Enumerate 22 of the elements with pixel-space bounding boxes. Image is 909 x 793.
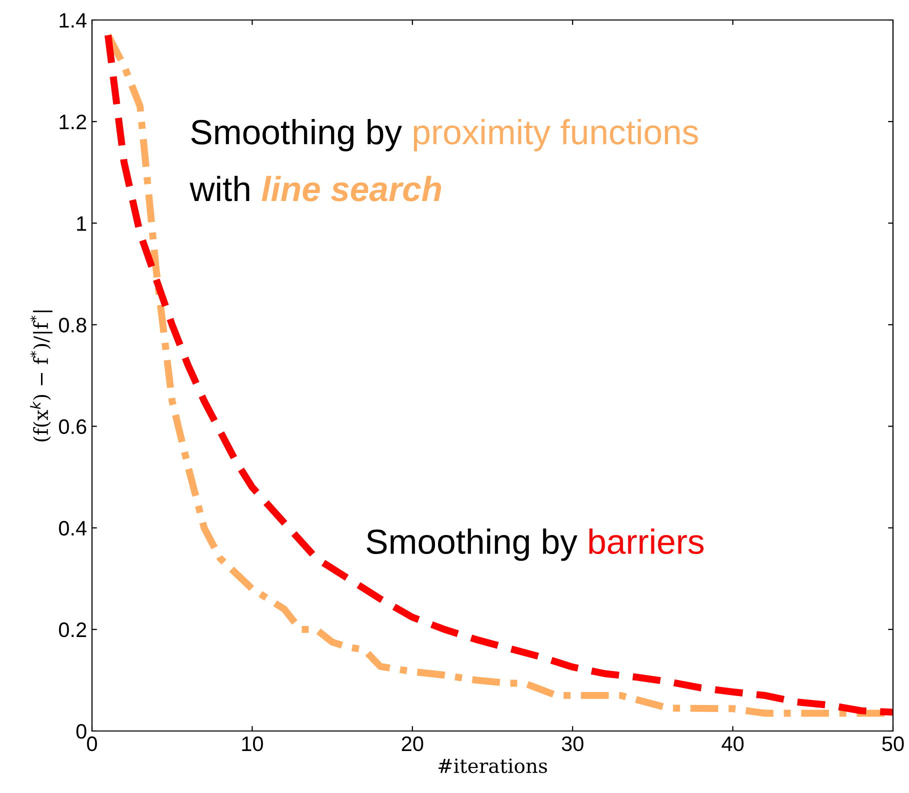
x-tick-label: 30: [562, 736, 584, 752]
y-tick-label: 0: [76, 724, 86, 739]
x-tick-label: 0: [87, 736, 97, 752]
text: barriers: [589, 528, 704, 554]
y-tick-label: 1.4: [60, 13, 87, 28]
y-tick-label: 0.2: [58, 622, 86, 638]
annotation: Smoothing by: [191, 119, 402, 152]
annotation: line search: [262, 176, 442, 202]
y-tick-label: 0.4: [58, 520, 87, 536]
x-tick-label: 20: [402, 736, 424, 752]
annotation: with: [190, 176, 250, 202]
y-tick-label: 0.8: [58, 318, 86, 332]
x-tick-label: 50: [882, 736, 904, 752]
x-tick-label: 40: [722, 736, 744, 752]
x-axis-title: #iterations: [438, 758, 547, 774]
y-tick-label: 1: [77, 216, 86, 231]
y-axis-title: (f(x$^{k}$) − f$^{*}$)/|f$^{*}$|: [30, 310, 52, 442]
y-tick-label: 1.2: [60, 114, 86, 130]
annotation: Smoothing by: [366, 528, 578, 561]
text: proximity functions: [414, 119, 698, 152]
x-tick-label: 10: [242, 736, 263, 752]
y-tick-label: 0.6: [58, 419, 86, 434]
